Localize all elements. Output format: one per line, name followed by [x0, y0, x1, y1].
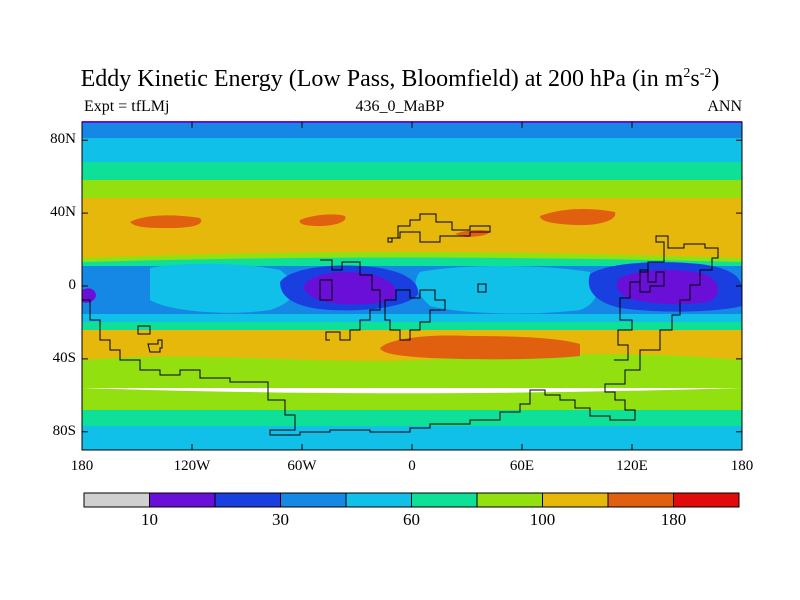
x-tick-label: 180	[730, 458, 754, 474]
band-mid-lat-south	[82, 388, 742, 412]
colorbar-swatch	[280, 492, 347, 508]
colorbar-swatch	[476, 492, 543, 508]
x-tick-label: 120E	[616, 458, 648, 474]
contour-field	[82, 122, 742, 450]
band-sh-edge-2	[82, 322, 742, 332]
x-tick-label: 0	[408, 458, 416, 474]
nh-jet-max-a	[130, 215, 202, 228]
x-tick-label: 180	[70, 458, 94, 474]
band-sh-transition	[82, 354, 742, 388]
colorbar-swatch	[607, 492, 674, 508]
colorbar-label: 60	[403, 510, 420, 529]
coastlines	[82, 213, 719, 436]
x-tick-label: 120W	[173, 458, 211, 474]
y-tick-label: 40N	[50, 204, 76, 221]
band-mid-lat-north	[82, 180, 742, 202]
nh-jet-max-c	[540, 208, 616, 226]
tropics-light-patch-b	[415, 266, 597, 314]
colorbar-swatch	[149, 492, 216, 508]
colorbar-label: 30	[272, 510, 289, 529]
band-nh-jet	[82, 198, 742, 260]
tropical-minimum-b-core	[616, 269, 719, 305]
nh-jet-max-b	[299, 214, 346, 226]
colorbar-swatch	[214, 492, 281, 508]
colorbar-label: 10	[141, 510, 158, 529]
experiment-label: Expt = tfLMj	[84, 98, 170, 115]
x-tick-label: 60E	[509, 458, 535, 474]
plot-title: Eddy Kinetic Energy (Low Pass, Bloomfiel…	[80, 66, 720, 92]
tropical-minimum-west-edge	[82, 288, 96, 303]
y-tick-label: 40S	[52, 349, 76, 366]
colorbar-label: 180	[660, 510, 687, 529]
colorbar-swatch	[542, 492, 609, 508]
colorbar-swatch	[83, 492, 150, 508]
tropics-light-patch-a	[150, 263, 294, 313]
band-polar-north-2	[82, 138, 742, 164]
colorbar	[83, 492, 740, 508]
colorbar-swatch	[411, 492, 478, 508]
season-label: ANN	[707, 98, 742, 115]
sh-jet-max	[380, 335, 580, 360]
band-high-lat-north	[82, 162, 742, 182]
y-tick-label: 80N	[50, 131, 76, 148]
band-sh-edge-1	[82, 314, 742, 324]
y-tick-label: 0	[68, 277, 77, 293]
axis-ticks	[81, 122, 743, 450]
band-high-lat-south	[82, 410, 742, 428]
colorbar-swatch	[345, 492, 412, 508]
y-tick-label: 80S	[52, 422, 76, 439]
x-tick-label: 60W	[287, 458, 317, 474]
run-label: 436_0_MaBP	[355, 98, 445, 115]
colorbar-label: 100	[529, 510, 556, 529]
colorbar-swatch	[673, 492, 740, 508]
